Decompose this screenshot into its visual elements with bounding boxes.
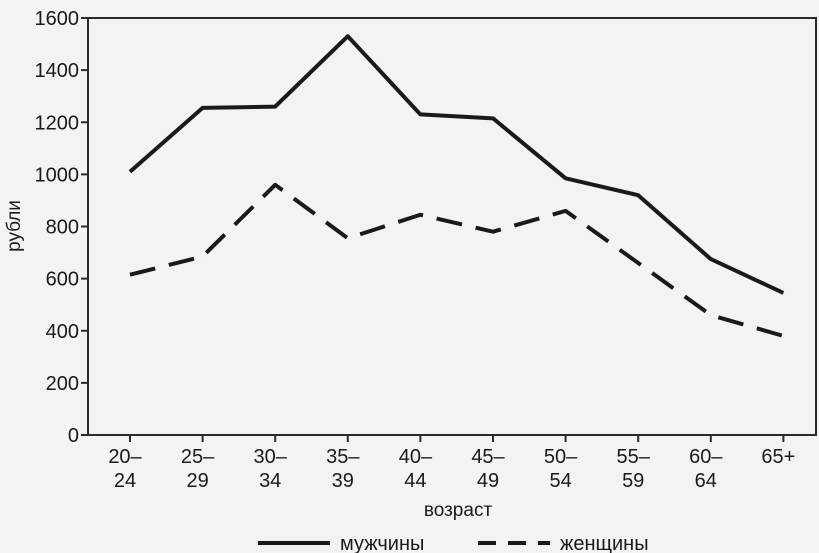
series-line-men <box>128 34 785 295</box>
y-tick-label: 400 <box>46 321 79 343</box>
y-tick-label: 1600 <box>35 8 80 30</box>
x-tick-label: 24 <box>114 470 136 492</box>
x-tick-label: 60– <box>689 446 723 468</box>
x-tick-label: 39 <box>332 470 354 492</box>
x-tick-label: 49 <box>477 470 499 492</box>
y-tick-label: 1200 <box>35 112 80 134</box>
x-tick-label: 54 <box>549 470 571 492</box>
x-tick-label: 44 <box>404 470 426 492</box>
x-axis-title: возраст <box>424 500 493 521</box>
y-tick-label: 800 <box>46 217 79 239</box>
y-tick-label: 0 <box>68 425 79 447</box>
legend-label-women: женщины <box>560 533 649 553</box>
legend: мужчины женщины <box>258 533 649 553</box>
y-tick-label: 600 <box>46 269 79 291</box>
x-tick-label: 64 <box>695 470 717 492</box>
legend-label-men: мужчины <box>340 533 424 553</box>
plot-frame <box>87 17 817 436</box>
series-layer <box>128 34 785 338</box>
y-axis-title: рубли <box>4 200 25 252</box>
x-tick-label: 25– <box>181 446 215 468</box>
y-tick-label: 1000 <box>35 164 80 186</box>
y-tick-label: 1400 <box>35 60 80 82</box>
y-tick-label: 200 <box>46 373 79 395</box>
y-axis: 0 200 400 600 800 1000 1200 1400 1600 <box>35 8 88 447</box>
x-tick-label: 50– <box>544 446 578 468</box>
x-axis: 20–24 25–29 30–34 35–39 40–44 45–49 50–54 55–59… <box>108 435 795 492</box>
x-tick-label: 20– <box>108 446 142 468</box>
x-tick-label: 34 <box>259 470 281 492</box>
x-tick-label: 35– <box>326 446 360 468</box>
x-tick-label: 55– <box>617 446 651 468</box>
x-tick-label: 30– <box>254 446 288 468</box>
x-tick-label: 59 <box>622 470 644 492</box>
x-tick-label: 29 <box>186 470 208 492</box>
x-tick-label: 65+ <box>761 446 795 468</box>
x-tick-label: 45– <box>471 446 505 468</box>
x-tick-label: 40– <box>399 446 433 468</box>
series-line-women <box>129 182 784 338</box>
